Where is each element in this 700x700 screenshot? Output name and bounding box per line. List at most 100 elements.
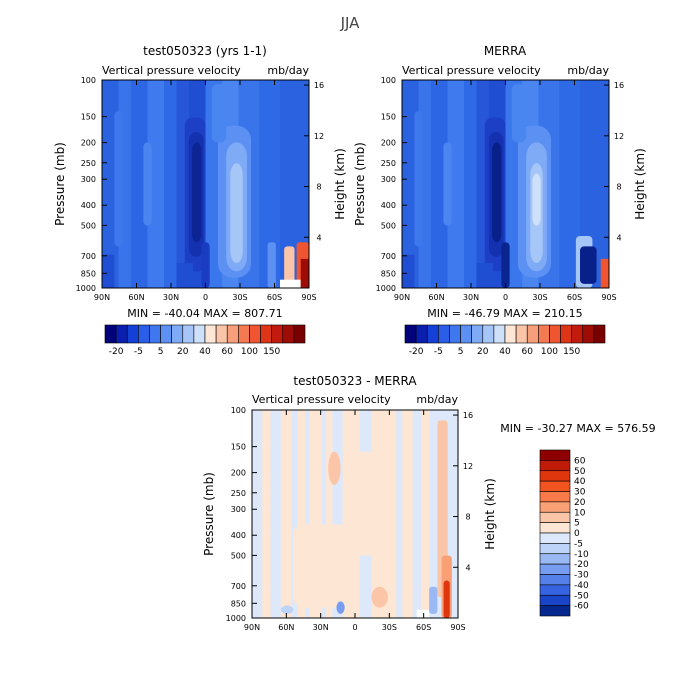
colorbar-swatch: [260, 324, 272, 344]
colorbar-swatch: [482, 324, 495, 344]
field-region: [402, 254, 415, 288]
field-region: [476, 263, 494, 288]
x-tick-label: 60N: [278, 623, 294, 632]
field-region: [230, 163, 243, 264]
x-tick-label: 30N: [163, 293, 179, 302]
field-region: [201, 242, 210, 288]
y2-tick-label: 4: [616, 233, 621, 242]
y-tick-label: 250: [381, 159, 396, 168]
x-tick-label: 30N: [463, 293, 479, 302]
colorbar-swatch: [238, 324, 250, 344]
x-tick-label: 60S: [416, 623, 431, 632]
field-region: [414, 111, 423, 247]
panel-subtitle-units: mb/day: [267, 64, 309, 77]
min-max-stats: MIN = -40.04 MAX = 807.71: [127, 307, 282, 320]
colorbar-swatch: [571, 324, 584, 344]
colorbar-label: -10: [574, 550, 589, 560]
colorbar-swatch: [539, 480, 571, 492]
colorbar: -20 -5 5 20 40 60 100 150: [404, 324, 606, 357]
y-tick-label: 1000: [226, 614, 246, 623]
colorbar-swatch: [282, 324, 295, 344]
figure-title: JJA: [340, 14, 361, 32]
field-region: [501, 242, 510, 288]
colorbar-swatch: [449, 324, 461, 344]
colorbar-label: 40: [199, 347, 211, 357]
y2-tick-label: 16: [463, 411, 473, 420]
colorbar-swatch: [539, 501, 571, 513]
panel-subtitle-variable: Vertical pressure velocity: [102, 64, 241, 77]
field-region: [416, 609, 430, 618]
field-region: [492, 142, 502, 243]
colorbar-swatch: [138, 324, 150, 344]
colorbar-swatch: [504, 324, 517, 344]
field-region: [211, 84, 227, 143]
y2-axis-label: Height (km): [633, 148, 647, 219]
y-tick-label: 850: [231, 599, 246, 608]
axis-ticks: 90N 60N 30N 0 30S 60S 90S 100 150 200 250 300 400 500…: [376, 76, 624, 302]
x-tick-label: 90S: [601, 293, 616, 302]
field-region: [176, 263, 194, 288]
panel-title: test050323 (yrs 1-1): [143, 44, 267, 58]
field-region: [297, 410, 306, 618]
colorbar-swatch: [538, 324, 550, 344]
colorbar-swatch: [160, 324, 172, 344]
field-region: [262, 410, 271, 618]
field-region: [300, 258, 309, 288]
colorbar-swatch: [171, 324, 184, 344]
colorbar-swatch: [539, 574, 571, 586]
heatmap-field: [252, 410, 458, 618]
colorbar-swatch: [271, 324, 284, 344]
colorbar-swatch: [539, 594, 571, 606]
x-tick-label: 30N: [313, 623, 329, 632]
colorbar-swatch: [215, 324, 228, 344]
field-region: [192, 142, 202, 243]
colorbar-swatch: [539, 584, 571, 596]
axis-ticks: 90N 60N 30N 0 30S 60S 90S 100 150 200 250 300 400 500…: [76, 76, 324, 302]
colorbar-swatch: [293, 324, 306, 344]
axis-ticks: 90N 60N 30N 0 30S 60S 90S 100 150 200 250 300 400 500…: [226, 406, 473, 632]
y-tick-label: 1000: [376, 284, 396, 293]
colorbar-swatch: [493, 324, 506, 344]
x-tick-label: 0: [352, 623, 357, 632]
panel-title: test050323 - MERRA: [293, 374, 417, 388]
colorbar-label: 40: [499, 347, 511, 357]
y-tick-label: 700: [81, 252, 96, 261]
y-tick-label: 500: [81, 221, 96, 230]
y-tick-label: 250: [81, 159, 96, 168]
y-tick-label: 850: [81, 269, 96, 278]
field-region: [402, 80, 419, 288]
x-tick-label: 90S: [301, 293, 316, 302]
colorbar: -20 -5 5 20 40 60 100 150: [104, 324, 306, 357]
field-region: [130, 80, 148, 288]
heatmap-field: [102, 80, 309, 288]
field-region: [430, 80, 448, 288]
field-region: [371, 586, 388, 608]
colorbar-swatch: [560, 324, 572, 344]
y-tick-label: 500: [381, 221, 396, 230]
colorbar-label: -20: [409, 347, 424, 357]
colorbar-label: -5: [574, 539, 583, 549]
colorbar-label: -5: [434, 347, 443, 357]
x-tick-label: 30S: [532, 293, 547, 302]
colorbar-swatch: [539, 491, 571, 503]
y2-tick-label: 16: [614, 81, 624, 90]
panel-title: MERRA: [484, 44, 527, 58]
y-tick-label: 150: [231, 443, 246, 452]
field-region: [429, 586, 438, 614]
panel-subtitle-units: mb/day: [567, 64, 609, 77]
colorbar-label: 20: [177, 347, 189, 357]
colorbar-label: -20: [109, 347, 124, 357]
field-region: [447, 80, 465, 288]
colorbar-label: 20: [477, 347, 489, 357]
field-region: [284, 246, 295, 288]
colorbar-swatch: [526, 324, 539, 344]
field-region: [559, 80, 581, 288]
field-region: [328, 451, 341, 485]
field-region: [511, 84, 527, 143]
colorbar-swatch: [539, 553, 571, 565]
field-region: [402, 410, 413, 618]
colorbar-label: 5: [574, 519, 580, 529]
colorbar-label: 10: [574, 508, 586, 518]
colorbar-swatch: [204, 324, 217, 344]
y2-axis-label: Height (km): [333, 148, 347, 219]
